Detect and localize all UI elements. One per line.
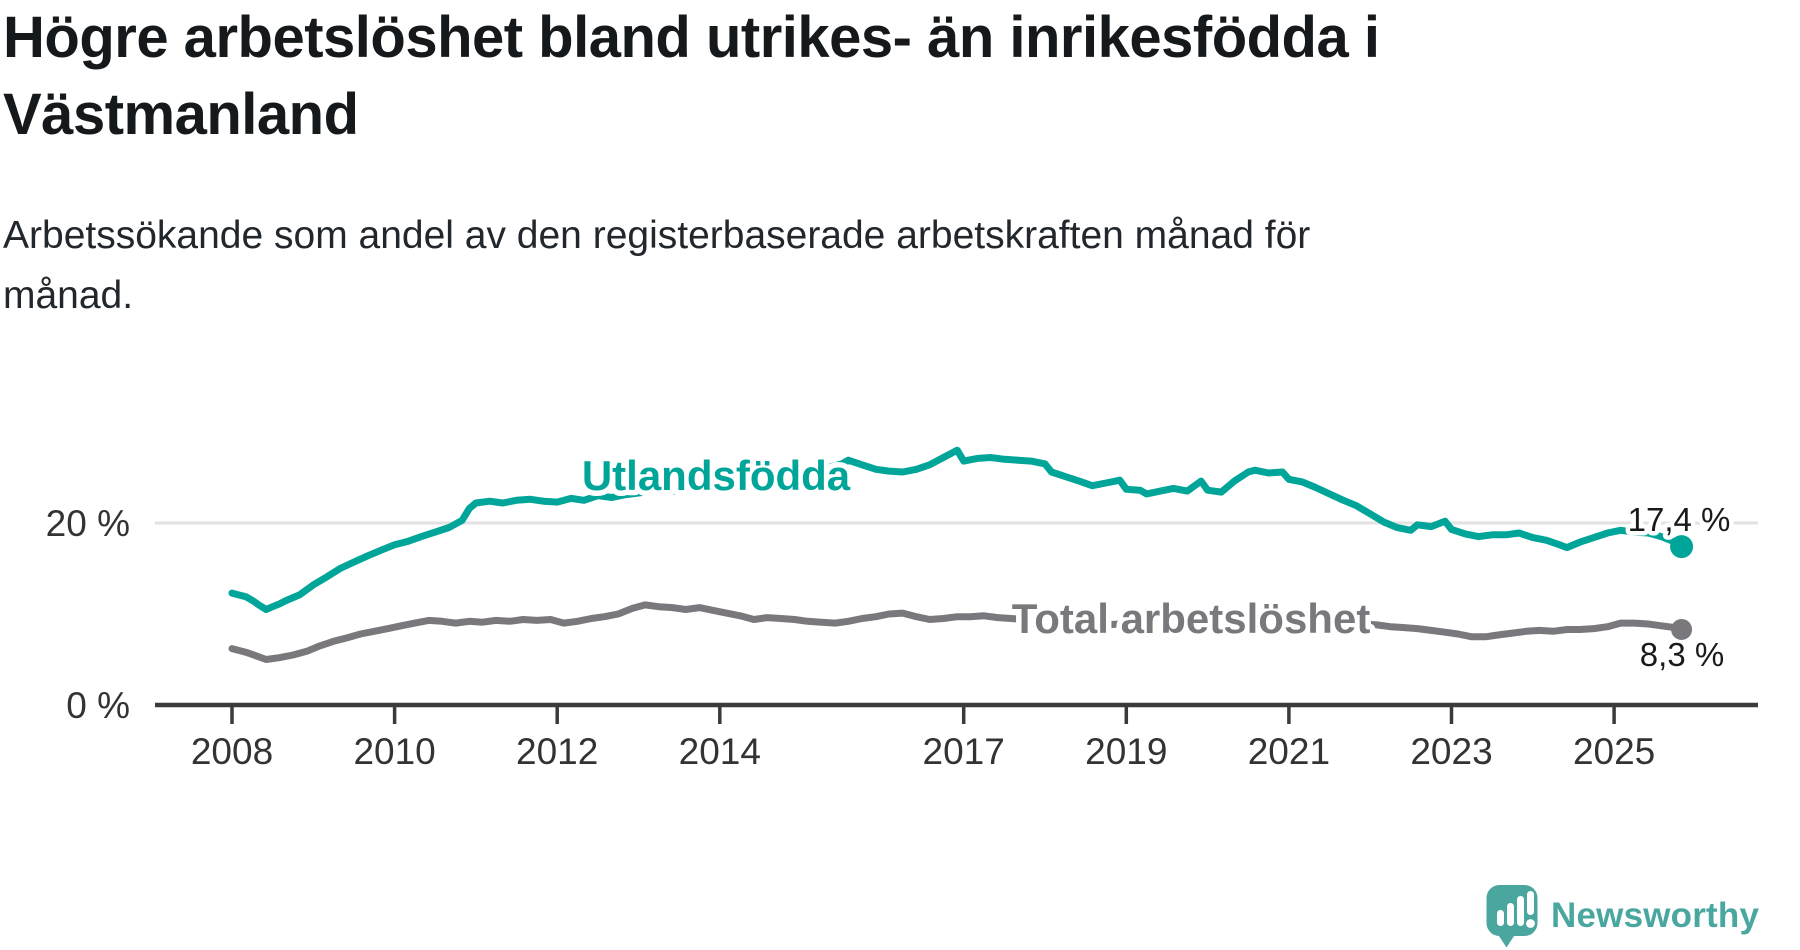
- x-tick-label-2010: 2010: [353, 731, 435, 772]
- x-tick-label-2012: 2012: [516, 731, 598, 772]
- series-label-utlandsfodda: Utlandsfödda: [582, 452, 851, 499]
- x-tick-label-2017: 2017: [923, 731, 1005, 772]
- x-tick-label-2008: 2008: [191, 731, 273, 772]
- x-tick-label-2025: 2025: [1573, 731, 1655, 772]
- end-dot-utlandsfodda: [1670, 535, 1694, 559]
- page-subtitle-line-1: Arbetssökande som andel av den registerb…: [3, 214, 1311, 257]
- newsworthy-logo-icon: [1486, 885, 1538, 948]
- newsworthy-logo: Newsworthy: [1486, 882, 1759, 950]
- x-tick-label-2023: 2023: [1410, 731, 1492, 772]
- page-title: Högre arbetslöshet bland utrikes- än inr…: [3, 0, 1563, 153]
- end-dot-total-arbetsloshet: [1671, 618, 1693, 640]
- line-total-arbetsloshet: [228, 601, 1686, 663]
- newsworthy-logo-text: Newsworthy: [1551, 896, 1760, 935]
- end-value-label-utlandsfodda: 17,4 %: [1628, 501, 1731, 538]
- line-utlandsfodda: [228, 446, 1686, 613]
- y-tick-label-0: 0 %: [66, 685, 130, 726]
- page-subtitle-line-2: månad.: [3, 273, 134, 317]
- page-title-line-2: Västmanland: [3, 81, 359, 147]
- page-subtitle: Arbetssökande som andel av den registerb…: [3, 206, 1503, 325]
- x-tick-label-2021: 2021: [1248, 731, 1330, 772]
- page-title-line-1: Högre arbetslöshet bland utrikes- än inr…: [3, 5, 1380, 70]
- series-label-total-arbetsloshet: Total arbetslöshet: [1012, 595, 1371, 642]
- end-value-label-total-arbetsloshet: 8,3 %: [1640, 636, 1724, 673]
- y-tick-label-20: 20 %: [46, 503, 130, 544]
- x-tick-label-2014: 2014: [679, 731, 761, 772]
- x-tick-label-2019: 2019: [1085, 731, 1167, 772]
